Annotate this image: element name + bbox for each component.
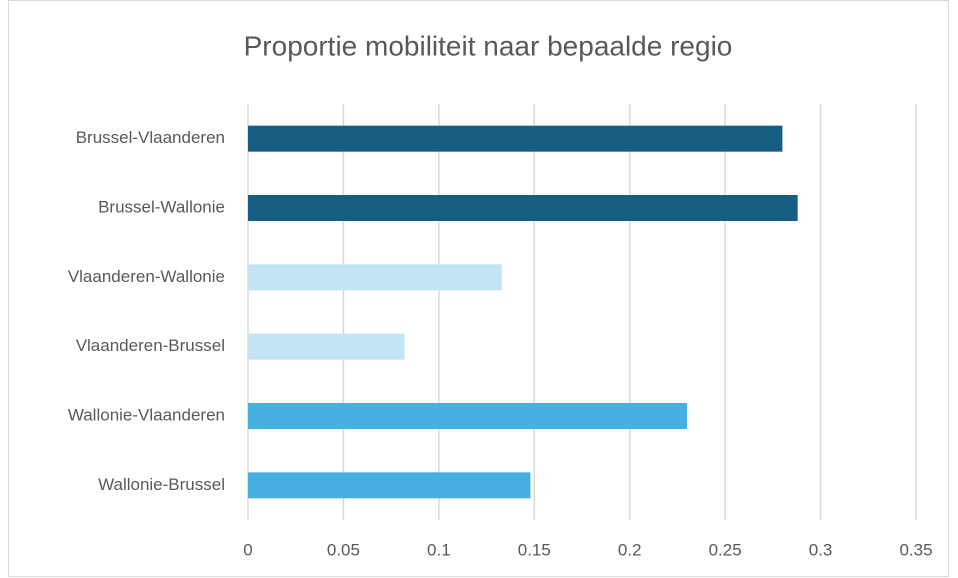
y-tick-label: Vlaanderen-Brussel [76, 336, 225, 355]
x-tick-label: 0.15 [518, 540, 551, 559]
x-tick-label: 0.3 [809, 540, 833, 559]
bar [248, 403, 687, 429]
bar [248, 195, 798, 221]
y-tick-label: Vlaanderen-Wallonie [68, 267, 225, 286]
bar [248, 333, 405, 360]
x-tick-label: 0.25 [709, 540, 742, 559]
y-tick-label: Brussel-Wallonie [98, 197, 225, 216]
y-tick-label: Brussel-Vlaanderen [76, 128, 225, 147]
y-tick-label: Wallonie-Brussel [98, 475, 225, 494]
x-tick-label: 0.2 [618, 540, 642, 559]
y-tick-label: Wallonie-Vlaanderen [68, 405, 225, 424]
x-tick-label: 0.05 [327, 540, 360, 559]
x-tick-label: 0.1 [427, 540, 451, 559]
bar [248, 472, 531, 499]
x-tick-label: 0.35 [899, 540, 932, 559]
bar [248, 125, 783, 152]
chart-title: Proportie mobiliteit naar bepaalde regio [244, 30, 733, 61]
bar [248, 264, 502, 291]
x-tick-label: 0 [243, 540, 252, 559]
